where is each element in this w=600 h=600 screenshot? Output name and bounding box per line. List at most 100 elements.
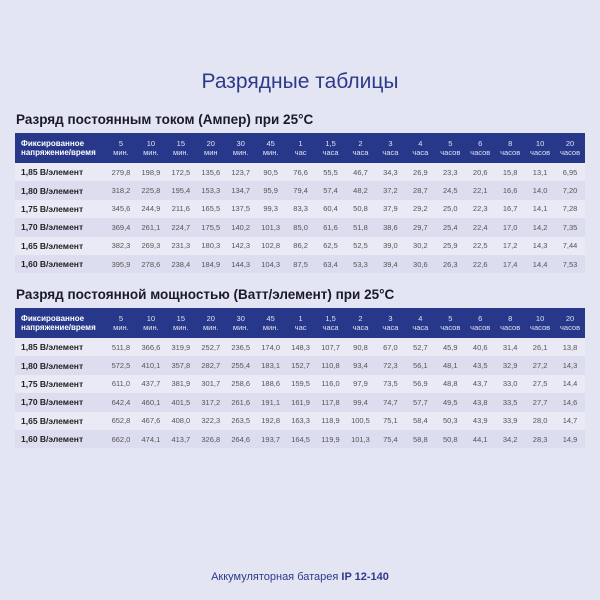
column-header: 8 часов [495,308,526,338]
table-cell: 34,2 [495,429,526,449]
table-cell: 63,4 [315,254,346,274]
table-cell: 252,7 [195,338,226,357]
table-cell: 191,1 [255,393,286,412]
table-cell: 39,0 [375,236,406,255]
table-row: 1,70 В/элемент 642,4 460,1 401,5 317,2 261,6 1… [15,393,585,412]
table-cell: 153,3 [195,181,226,200]
table-cell: 14,7 [555,411,585,430]
table-cell: 83,3 [285,199,316,219]
table-cell: 101,3 [345,429,376,449]
column-header: 1,5 часа [315,308,346,338]
table-cell: 144,3 [225,254,256,274]
table-cell: 50,3 [435,411,466,430]
table-cell: 211,6 [165,199,196,219]
table-cell: 123,7 [225,163,256,182]
table-cell: 50,8 [345,199,376,219]
table-cell: 413,7 [165,429,196,449]
table-title-current: Разряд постоянным током (Ампер) при 25°C [16,112,314,127]
table-cell: 57,4 [315,181,346,200]
column-header: 10 часов [525,133,556,163]
table-cell: 282,7 [195,356,226,375]
row-label: 1,80 В/элемент [15,181,106,200]
table-cell: 135,6 [195,163,226,182]
table-cell: 43,5 [465,356,496,375]
table-row: 1,65 В/элемент 652,8 467,6 408,0 322,3 263,5 1… [15,411,585,430]
column-header: 1,5 часа [315,133,346,163]
table-cell: 14,6 [555,393,585,412]
table-cell: 22,3 [465,199,496,219]
table-cell: 572,5 [106,356,136,375]
table-cell: 6,95 [555,163,585,182]
table-cell: 7,35 [555,218,585,237]
column-header: 3 часа [375,308,406,338]
table-cell: 62,5 [315,236,346,255]
table-cell: 110,8 [315,356,346,375]
table-cell: 642,4 [106,393,136,412]
column-header: 20 мин. [195,308,226,338]
table-cell: 14,9 [555,429,585,449]
table-cell: 43,9 [465,411,496,430]
header-label: Фиксированное напряжение/время [15,133,106,163]
table-cell: 17,2 [495,236,526,255]
table-cell: 236,5 [225,338,256,357]
table-cell: 34,3 [375,163,406,182]
table-cell: 437,7 [135,374,166,394]
column-header: 20 мин [195,133,226,163]
table-cell: 30,6 [405,254,436,274]
column-header: 5 часов [435,308,466,338]
table-cell: 33,0 [495,374,526,394]
table-cell: 161,9 [285,393,316,412]
table-cell: 25,0 [435,199,466,219]
table-cell: 184,9 [195,254,226,274]
table-cell: 28,0 [525,411,556,430]
table-cell: 22,1 [465,181,496,200]
table-cell: 381,9 [165,374,196,394]
table-cell: 51,8 [345,218,376,237]
column-header: 4 часа [405,133,436,163]
table-row: 1,75 В/элемент 611,0 437,7 381,9 301,7 258,6 1… [15,374,585,394]
table-cell: 93,4 [345,356,376,375]
table-cell: 474,1 [135,429,166,449]
table-cell: 104,3 [255,254,286,274]
table-cell: 258,6 [225,374,256,394]
table-cell: 264,6 [225,429,256,449]
table-cell: 13,1 [525,163,556,182]
row-label: 1,85 В/элемент [15,338,106,357]
column-header: 5 часов [435,133,466,163]
table-row: 1,80 В/элемент 318,2 225,8 195,4 153,3 134,7 9… [15,181,585,200]
column-header: 30 мин. [225,133,256,163]
table-cell: 102,8 [255,236,286,255]
column-header: 8 часов [495,133,526,163]
table-cell: 48,1 [435,356,466,375]
table-cell: 40,6 [465,338,496,357]
table-cell: 322,3 [195,411,226,430]
table-cell: 27,2 [525,356,556,375]
table-cell: 99,3 [255,199,286,219]
table-cell: 26,1 [525,338,556,357]
table-cell: 119,9 [315,429,346,449]
table-cell: 279,8 [106,163,136,182]
table-cell: 79,4 [285,181,316,200]
table-cell: 118,9 [315,411,346,430]
table-cell: 180,3 [195,236,226,255]
table-cell: 14,3 [555,356,585,375]
table-cell: 48,2 [345,181,376,200]
table-cell: 140,2 [225,218,256,237]
table-cell: 7,20 [555,181,585,200]
table-cell: 22,5 [465,236,496,255]
table-cell: 263,5 [225,411,256,430]
table-cell: 401,5 [165,393,196,412]
table-cell: 45,9 [435,338,466,357]
table-cell: 188,6 [255,374,286,394]
column-header: 45 мин. [255,133,286,163]
table-cell: 195,4 [165,181,196,200]
table-cell: 37,9 [375,199,406,219]
table-cell: 301,7 [195,374,226,394]
table-cell: 611,0 [106,374,136,394]
table-cell: 382,3 [106,236,136,255]
table-cell: 29,7 [405,218,436,237]
table-cell: 32,9 [495,356,526,375]
column-header: 30 мин. [225,308,256,338]
table-row: 1,70 В/элемент 369,4 261,1 224,7 175,5 140,2 1… [15,218,585,237]
table-cell: 14,0 [525,181,556,200]
